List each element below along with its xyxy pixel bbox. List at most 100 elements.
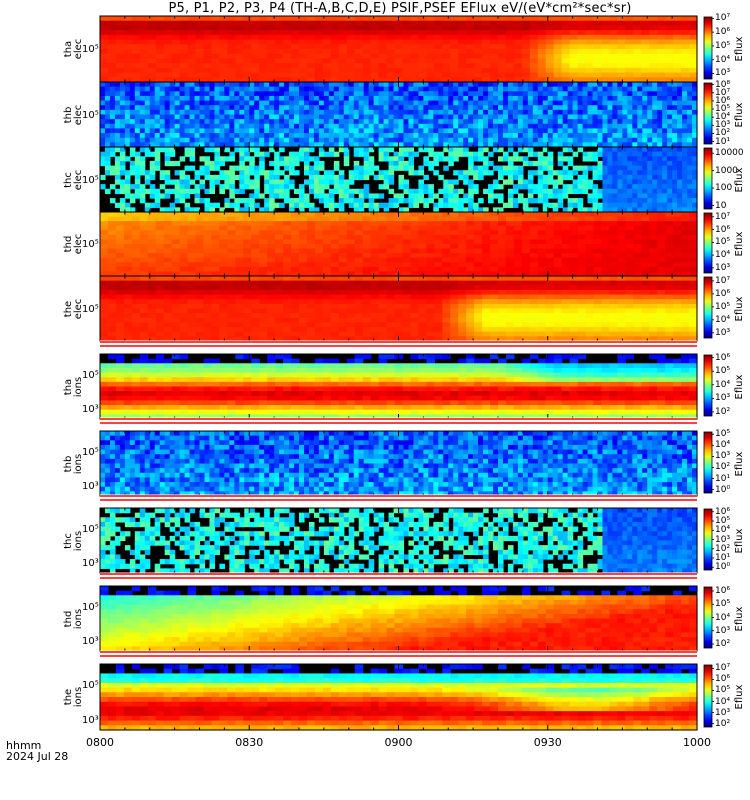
colorbar-tick-label: 10³: [715, 393, 731, 404]
colorbar-tha-ions: [703, 354, 714, 417]
colorbar-strip: [703, 16, 713, 80]
panel-thd-ions: [99, 585, 698, 652]
colorbar-tick-label: 10²: [715, 543, 731, 554]
panel-ylabel: thb elec: [63, 103, 84, 127]
colorbar-thc-elec: [703, 147, 714, 210]
colorbar-tick-label: 10³: [715, 68, 731, 79]
colorbar-strip: [703, 82, 713, 145]
colorbar-strip: [703, 276, 713, 339]
colorbar-tick-label: 10¹: [715, 552, 731, 563]
colorbar-label: Eflux: [734, 231, 745, 257]
colorbar-tick-label: 10000: [715, 148, 744, 159]
colorbar-tick-label: 10⁶: [715, 506, 731, 517]
colorbar-tick-label: 10⁴: [715, 314, 731, 325]
colorbar-tick-label: 10³: [715, 327, 731, 338]
colorbar-tick-label: 10²: [715, 462, 731, 473]
spectrogram-cells: [100, 212, 698, 277]
panel-ylabel: thc ions: [63, 529, 84, 553]
spectrogram-panels: [99, 15, 698, 731]
ytick-label: 10⁵: [82, 303, 99, 315]
panel-tha-elec: [99, 15, 698, 83]
colorbar-tick-label: 10²: [715, 406, 731, 417]
colorbar-label: Eflux: [734, 36, 745, 62]
xtick-label: 0900: [384, 736, 413, 749]
ytick-label: 10⁵: [82, 44, 99, 56]
colorbar-tick-label: 10⁸: [715, 79, 731, 90]
colorbar-tick-label: 10³: [715, 451, 731, 462]
ytick-label: 10⁵: [82, 524, 99, 536]
colorbar-tick-label: 10⁰: [715, 484, 731, 495]
panel-ylabel: thd ions: [63, 607, 84, 631]
ytick-label: 10³: [82, 480, 99, 492]
spectrogram-cells: [100, 431, 698, 497]
colorbar-tick-label: 10⁶: [715, 224, 731, 235]
spectrogram-cells: [100, 586, 698, 652]
colorbar-thd-elec: [703, 212, 714, 274]
date-label: 2024 Jul 28: [6, 750, 69, 763]
colorbar-label: Eflux: [734, 606, 745, 631]
colorbar-tick-label: 10⁴: [715, 112, 731, 123]
ytick-label: 10⁵: [82, 680, 99, 692]
colorbar-label: Eflux: [734, 451, 745, 476]
colorbar-thb-elec: [703, 82, 714, 145]
colorbar-tick-label: 10: [715, 200, 727, 211]
ytick-label: 10⁵: [82, 174, 99, 186]
panel-thb-elec: [99, 81, 698, 148]
colorbar-tick-label: 10²: [715, 718, 731, 729]
panel-the-elec: [99, 275, 698, 342]
ytick-label: 10³: [82, 557, 99, 569]
colorbar-tick-label: 10¹: [715, 473, 731, 484]
colorbar-tick-label: 10⁶: [715, 288, 731, 299]
colorbar-tick-label: 10⁷: [715, 275, 731, 286]
panel-ylabel: the ions: [63, 685, 84, 709]
panel-the-ions: [99, 663, 698, 731]
panel-ylabel: the elec: [63, 297, 84, 321]
xtick-label: 0830: [235, 736, 264, 749]
spectrogram-cells: [100, 276, 698, 342]
colorbar-label: Eflux: [734, 528, 745, 553]
time-format-label: hhmm: [6, 739, 42, 752]
colorbar-tick-label: 10³: [715, 534, 731, 545]
colorbar-label: Eflux: [734, 167, 745, 192]
colorbar-tick-label: 10⁵: [715, 40, 731, 51]
colorbar-strip: [703, 212, 713, 274]
colorbar-tick-label: 100: [715, 183, 733, 194]
panel-separators: [100, 340, 697, 658]
ytick-label: 10⁵: [82, 602, 99, 614]
colorbar-tick-label: 10⁴: [715, 379, 731, 390]
panel-ylabel: tha ions: [63, 375, 84, 399]
panel-ylabel: thb ions: [63, 452, 84, 476]
colorbar-strip: [703, 508, 713, 571]
colorbar-tick-label: 10⁵: [715, 599, 731, 610]
colorbar-tick-label: 10²: [715, 128, 731, 139]
colorbar-tick-label: 1000: [715, 165, 738, 176]
panel-ylabel: thd elec: [63, 232, 84, 256]
colorbar-tick-label: 10⁰: [715, 562, 731, 573]
spectrogram-cells: [100, 82, 698, 148]
colorbar-strip: [703, 431, 713, 494]
panel-thc-ions: [99, 507, 698, 574]
time-axis-caption: hhmm 2024 Jul 28: [6, 740, 68, 762]
ytick-label: 10⁵: [82, 447, 99, 459]
colorbar-tick-label: 10⁵: [715, 301, 731, 312]
colorbar-tick-label: 10³: [715, 707, 731, 718]
colorbar-tick-label: 10⁵: [715, 237, 731, 248]
ytick-label: 10³: [82, 714, 99, 726]
colorbar-tick-label: 10⁶: [715, 352, 731, 363]
colorbar-tick-label: 10⁴: [715, 612, 731, 623]
colorbar-tick-label: 10⁵: [715, 685, 731, 696]
spectrogram-cells: [100, 508, 698, 574]
panel-tha-ions: [99, 353, 698, 420]
colorbar-tick-label: 10³: [715, 120, 731, 131]
colorbar-thc-ions: [703, 508, 714, 571]
colorbar-tick-label: 10⁴: [715, 54, 731, 65]
colorbar-label: Eflux: [734, 296, 745, 321]
panel-ylabel: tha elec: [63, 37, 84, 61]
colorbar-label: Eflux: [734, 374, 745, 399]
colorbar-strip: [703, 586, 713, 649]
colorbar-tick-label: 10⁵: [715, 366, 731, 377]
colorbar-label: Eflux: [734, 684, 745, 710]
colorbar-the-ions: [703, 664, 714, 728]
colorbar-tick-label: 10⁷: [715, 663, 731, 674]
